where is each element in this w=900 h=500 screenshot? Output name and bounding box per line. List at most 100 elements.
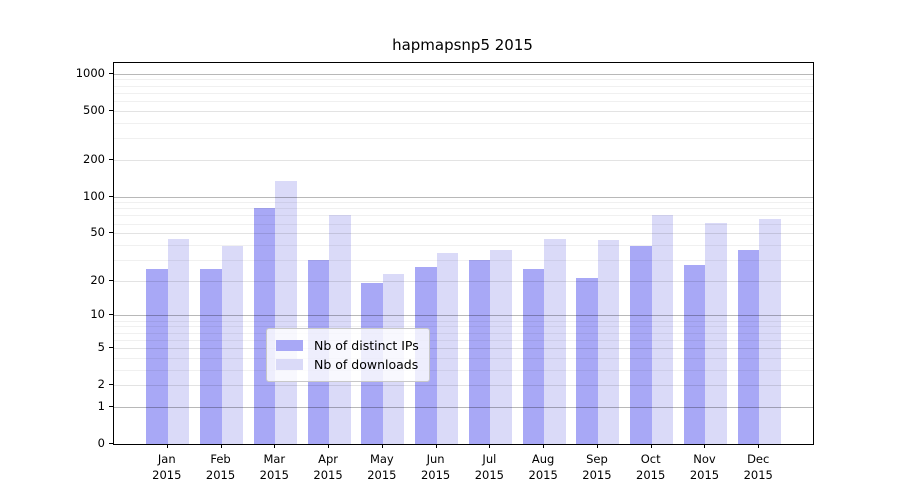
bar-mar-distinct-ips (253, 208, 276, 444)
y-tick-0 (109, 443, 113, 444)
x-tick-nov (704, 444, 706, 448)
x-tick-label-may: May 2015 (367, 451, 396, 483)
month-label: Feb (210, 452, 231, 466)
y-tick-50 (109, 232, 113, 234)
x-tick-feb (220, 444, 222, 448)
gridline-y-90 (114, 202, 813, 204)
gridline-y-9 (114, 320, 813, 322)
y-tick-label-20: 20 (90, 272, 105, 287)
month-label: Jun (426, 452, 445, 466)
gridline-y-80 (114, 208, 813, 210)
y-tick-label-5: 5 (97, 339, 105, 354)
gridline-y-3 (114, 369, 813, 371)
x-tick-label-apr: Apr 2015 (313, 451, 342, 483)
bar-dec-distinct-ips (737, 250, 760, 444)
bar-sep-downloads (597, 239, 620, 444)
year-label: 2015 (474, 468, 505, 482)
x-tick-oct (650, 444, 652, 448)
x-tick-label-feb: Feb 2015 (206, 451, 235, 483)
month-label: Oct (640, 452, 661, 466)
y-tick-1 (109, 405, 113, 407)
gridline-y-20 (114, 280, 813, 282)
y-tick-5 (109, 346, 113, 348)
bar-nov-distinct-ips (683, 265, 706, 444)
month-label: Nov (693, 452, 716, 466)
gridline-y-7 (114, 332, 813, 334)
x-tick-label-oct: Oct 2015 (636, 451, 665, 483)
gridline-y-100 (114, 196, 813, 198)
plot-area (113, 62, 814, 445)
y-tick-label-0: 0 (97, 436, 105, 450)
x-tick-label-sep: Sep 2015 (582, 451, 611, 483)
gridline-y-900 (114, 79, 813, 81)
y-tick-2 (109, 384, 113, 386)
legend-swatch-downloads (276, 359, 303, 370)
gridline-y-50 (114, 233, 813, 235)
year-label: 2015 (689, 468, 720, 482)
month-label: Mar (263, 452, 286, 466)
gridline-y-5 (114, 347, 813, 349)
year-label: 2015 (259, 468, 289, 482)
month-label: Jan (157, 452, 176, 466)
chart-title: hapmapsnp5 2015 (392, 36, 533, 54)
bar-oct-distinct-ips (630, 246, 652, 444)
x-tick-apr (328, 444, 330, 448)
month-label: Apr (318, 452, 339, 466)
year-label: 2015 (313, 468, 343, 482)
x-tick-mar (274, 444, 276, 448)
bar-feb-distinct-ips (200, 269, 222, 444)
gridline-y-1 (114, 406, 813, 408)
gridline-y-8 (114, 326, 813, 328)
year-label: 2015 (528, 468, 558, 482)
gridline-y-200 (114, 159, 813, 161)
x-tick-jul (489, 444, 491, 448)
gridline-y-1000 (114, 73, 813, 75)
y-tick-1000 (109, 72, 113, 74)
gridline-y-600 (114, 100, 813, 102)
y-tick-label-500: 500 (83, 102, 105, 117)
month-label: Sep (586, 452, 608, 466)
x-tick-label-jan: Jan 2015 (152, 451, 181, 483)
month-label: May (369, 452, 394, 466)
year-label: 2015 (743, 468, 773, 482)
gridline-y-2 (114, 385, 813, 387)
month-label: Jul (482, 452, 497, 466)
x-tick-sep (596, 444, 598, 448)
year-label: 2015 (152, 468, 182, 482)
x-tick-label-mar: Mar 2015 (260, 451, 289, 483)
x-tick-dec (758, 444, 760, 448)
bar-jun-downloads (436, 253, 459, 444)
gridline-y-70 (114, 215, 813, 217)
gridline-y-30 (114, 259, 813, 261)
gridline-y-500 (114, 110, 813, 112)
gridline-y-400 (114, 122, 813, 124)
legend: Nb of distinct IPs Nb of downloads (266, 328, 430, 382)
y-tick-label-10: 10 (90, 307, 105, 322)
bar-jan-distinct-ips (146, 269, 168, 444)
gridline-y-300 (114, 138, 813, 140)
bar-aug-downloads (544, 238, 566, 444)
gridline-y-10 (114, 315, 813, 317)
year-label: 2015 (367, 468, 397, 482)
bar-jul-downloads (490, 250, 512, 444)
gridline-y-60 (114, 223, 813, 225)
legend-entry-downloads: Nb of downloads (276, 355, 419, 374)
gridline-y-4 (114, 357, 813, 359)
legend-swatch-distinct-ips (276, 340, 303, 351)
year-label: 2015 (420, 468, 451, 482)
year-label: 2015 (636, 468, 666, 482)
legend-entry-distinct-ips: Nb of distinct IPs (276, 336, 419, 355)
year-label: 2015 (205, 468, 236, 482)
month-label: Dec (747, 452, 770, 466)
y-tick-label-200: 200 (83, 151, 105, 166)
y-tick-label-100: 100 (83, 188, 105, 203)
bar-mar-downloads (275, 180, 297, 444)
gridline-y-6 (114, 339, 813, 341)
y-tick-500 (109, 109, 113, 111)
bar-oct-downloads (651, 215, 674, 444)
bar-nov-downloads (705, 222, 727, 444)
gridline-y-800 (114, 85, 813, 87)
bar-dec-downloads (759, 218, 781, 444)
year-label: 2015 (582, 468, 612, 482)
